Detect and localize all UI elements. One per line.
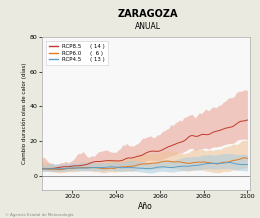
Legend: RCP8.5     ( 14 ), RCP6.0     (  6 ), RCP4.5     ( 13 ): RCP8.5 ( 14 ), RCP6.0 ( 6 ), RCP4.5 ( 13…: [47, 41, 108, 65]
Text: © Agencia Estatal de Meteorología: © Agencia Estatal de Meteorología: [5, 213, 74, 217]
Text: ZARAGOZA: ZARAGOZA: [118, 9, 178, 19]
Text: ANUAL: ANUAL: [135, 22, 161, 31]
Y-axis label: Cambio duración olas de calor (días): Cambio duración olas de calor (días): [21, 63, 27, 164]
X-axis label: Año: Año: [138, 202, 153, 211]
